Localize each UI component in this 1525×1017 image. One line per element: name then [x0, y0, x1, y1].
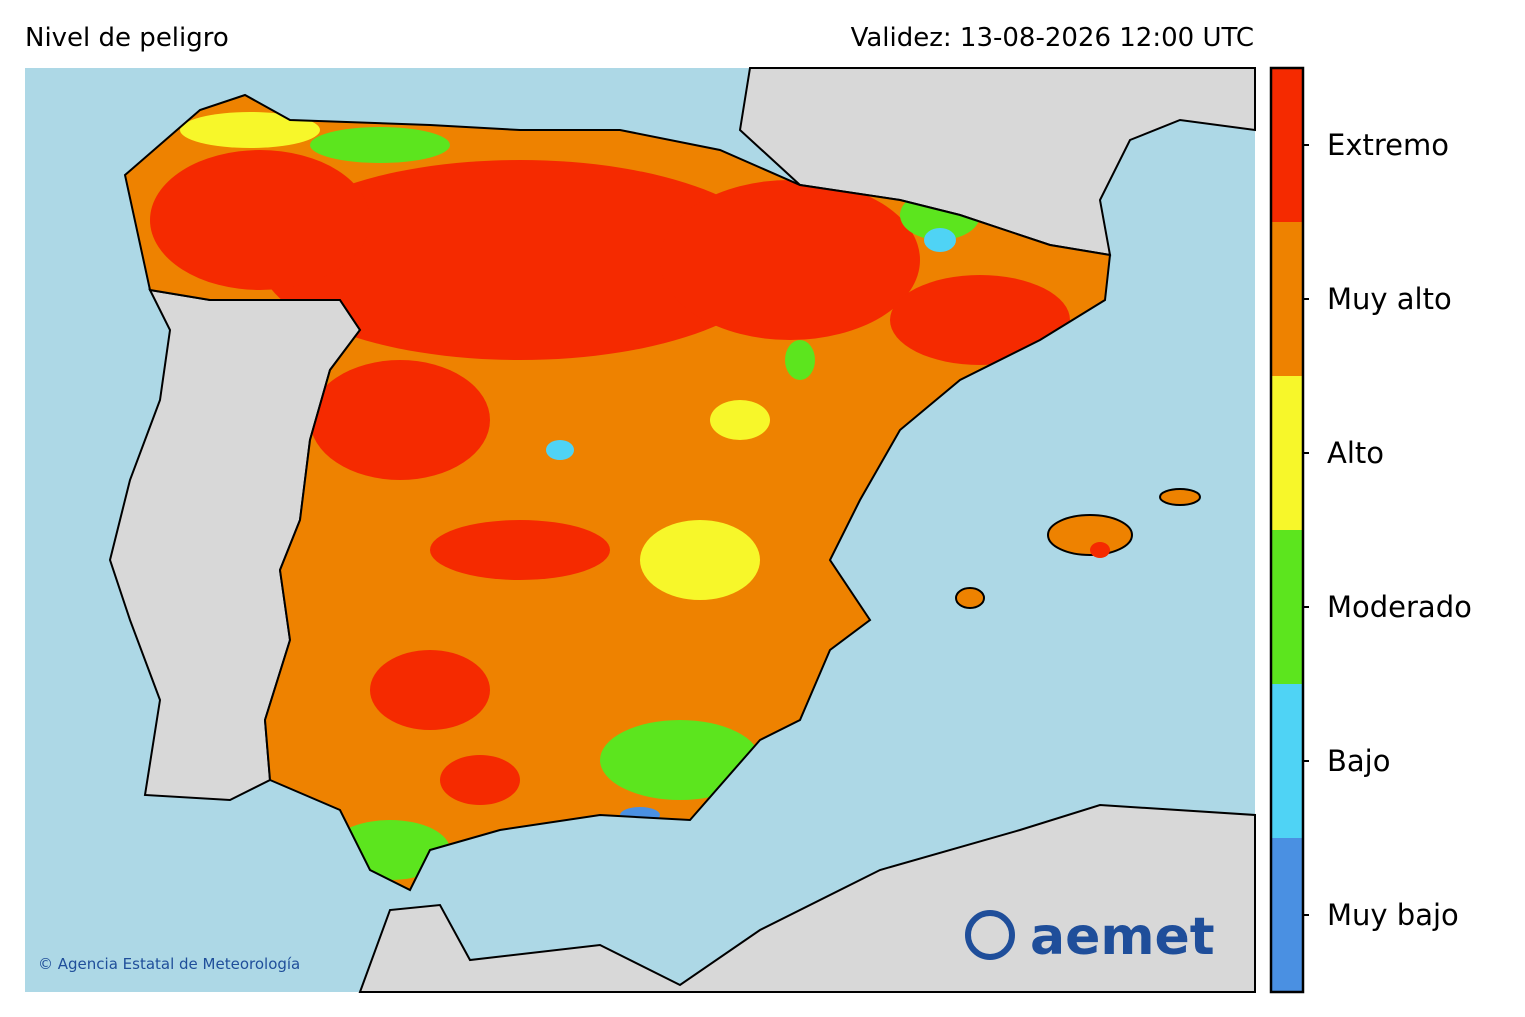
hazard-area: [1090, 542, 1110, 558]
hazard-area: [924, 228, 956, 252]
hazard-area: [660, 180, 920, 340]
legend-label: Extremo: [1327, 128, 1449, 162]
hazard-area: [180, 112, 320, 148]
hazard-area: [640, 520, 760, 600]
hazard-area: [785, 340, 815, 380]
hazard-area: [600, 720, 760, 800]
legend-label: Moderado: [1327, 590, 1472, 624]
colorbar: Muy bajo Bajo Moderado Alto Muy alto Extremo: [1269, 66, 1472, 994]
hazard-area: [370, 650, 490, 730]
copyright: © Agencia Estatal de Meteorología: [38, 955, 300, 973]
island: [1159, 488, 1201, 506]
hazard-area: [310, 127, 450, 163]
island: [1047, 514, 1133, 556]
logo-icon: [965, 910, 1015, 960]
colorbar-segment: [1271, 376, 1303, 530]
hazard-area: [310, 360, 490, 480]
hazard-area: [260, 160, 780, 360]
map: [25, 67, 1256, 993]
hazard-area: [546, 440, 574, 460]
balearics: [955, 488, 1201, 609]
africa: [358, 803, 1256, 993]
island: [955, 587, 985, 609]
legend-label: Bajo: [1327, 744, 1390, 778]
logo: aemet: [965, 907, 1215, 967]
colorbar-segment: [1271, 684, 1303, 838]
hazard-area: [430, 520, 610, 580]
legend-label: Alto: [1327, 436, 1384, 470]
hazard-area: [890, 275, 1070, 365]
colorbar-frame: [1269, 66, 1305, 994]
hazard-area: [150, 150, 370, 290]
logo-text: aemet: [1030, 907, 1215, 967]
colorbar-segment: [1271, 838, 1303, 992]
map-title: Nivel de peligro: [25, 23, 229, 53]
colorbar-segment: [1271, 222, 1303, 376]
colorbar-segment: [1271, 530, 1303, 684]
hazard-area: [710, 400, 770, 440]
colorbar-segment: [1271, 68, 1303, 222]
hazard-area: [440, 755, 520, 805]
legend-label: Muy bajo: [1327, 898, 1459, 932]
validity: Validez: 13-08-2026 12:00 UTC: [851, 23, 1254, 53]
legend-label: Muy alto: [1327, 282, 1452, 316]
